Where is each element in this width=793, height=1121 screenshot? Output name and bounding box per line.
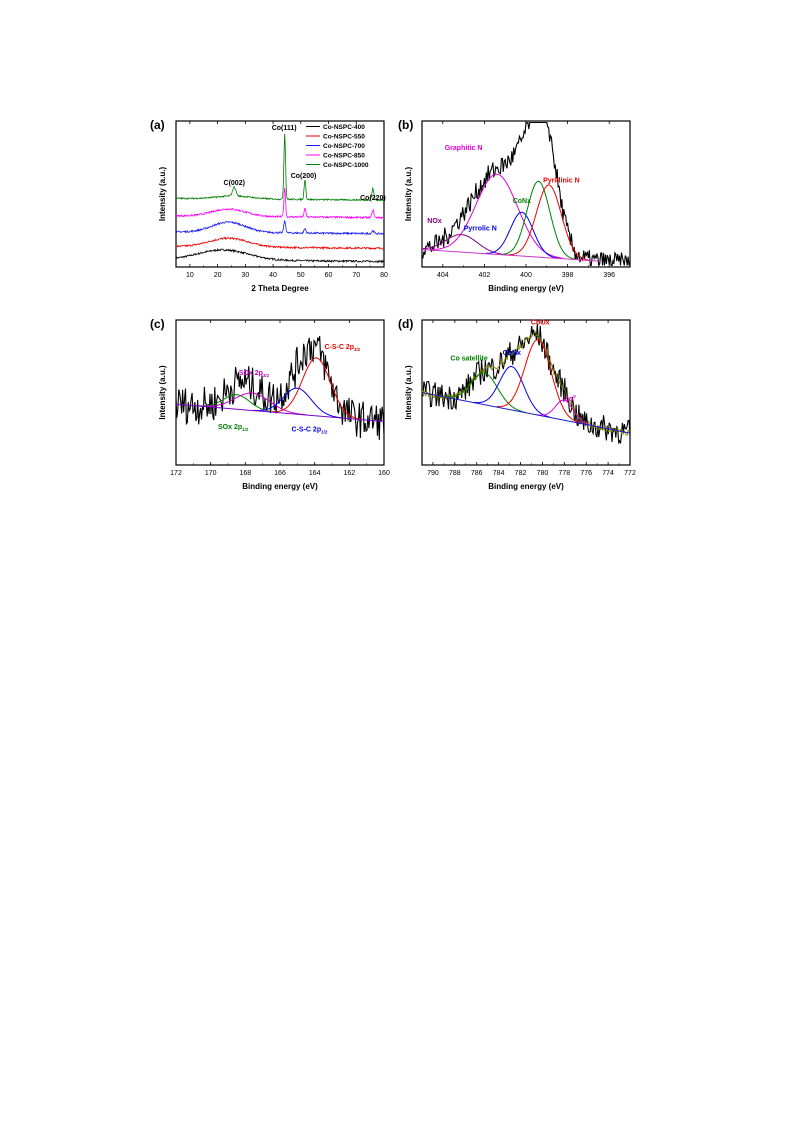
x-tick-label: 400 [520,272,532,279]
x-tick-label: 30 [241,272,249,279]
peak-annotation: NOx [427,218,442,225]
peak-annotation: Graphitic N [445,145,483,152]
x-tick-label: 774 [602,470,614,477]
background-line [421,392,631,434]
plot-frame [421,319,631,466]
peak-annotation: CoNx [503,350,521,357]
fit-peak-line [485,211,559,259]
x-tick-label: 784 [493,470,505,477]
legend-entry: Co-NSPC-850 [323,153,365,160]
x-tick-label: 788 [449,470,461,477]
series-line-co-nspc-1000 [175,133,385,202]
x-tick-label: 70 [352,272,360,279]
x-axis-title: Binding energy (eV) [242,482,318,491]
peak-annotation: Pyrrolic N [464,226,497,233]
peak-annotation: Co satellite [450,356,487,363]
peak-annotation: Co(200) [291,173,317,180]
peak-annotation: Co0 [564,394,576,403]
peak-annotation: C(002) [224,180,245,187]
x-axis-title: Binding energy (eV) [488,284,564,293]
background-line [175,403,385,422]
x-tick-label: 772 [624,470,636,477]
series-line-co-nspc-850 [175,187,385,220]
x-tick-label: 164 [309,470,321,477]
raw-spectrum-line [421,323,631,445]
fit-peak-line [430,173,563,259]
fit-peak-line [496,339,581,424]
x-tick-label: 790 [427,470,439,477]
x-axis-title: Binding energy (eV) [488,482,564,491]
x-tick-label: 162 [343,470,355,477]
x-tick-label: 404 [437,272,449,279]
chart-panel-4: (d) 790 788 786 784 782 780 778 776 774 772 Binding… [398,317,636,491]
x-tick-label: 10 [186,272,194,279]
fit-envelope-line [421,331,631,436]
fit-peak-line [502,180,575,260]
fit-peak-line [473,366,550,418]
panel-label: (c) [150,317,165,331]
peak-annotation: SOx 2p3/2 [239,370,270,378]
x-tick-label: 40 [269,272,277,279]
x-tick-label: 168 [239,470,251,477]
raw-spectrum-line [175,335,385,440]
peak-annotation: Co(111) [272,125,297,132]
series-line-co-nspc-700 [175,220,385,236]
panel-label: (d) [398,317,413,331]
x-axis-title: 2 Theta Degree [251,284,309,293]
peak-annotation: C-S-C 2p1/2 [292,427,328,435]
x-tick-label: 160 [378,470,390,477]
legend-entry: Co-NSPC-550 [323,134,365,141]
y-axis-title: Intensity (a.u.) [158,365,167,420]
fit-peak-line [508,184,589,261]
y-axis-title: Intensity (a.u.) [158,167,167,222]
plot-frame [175,120,385,268]
x-tick-label: 80 [380,272,388,279]
series-line-co-nspc-400 [175,247,385,264]
x-tick-label: 402 [479,272,491,279]
peak-annotation: SOx 2p1/2 [218,424,249,432]
peak-annotation: CoNx [513,198,531,205]
series-line-co-nspc-550 [175,236,385,251]
x-tick-label: 172 [170,470,182,477]
x-tick-label: 398 [562,272,574,279]
peak-annotation: C-S-C 2p3/2 [324,344,360,352]
chart-panel-2: (b) 404 402 400 398 396 Binding energy (eV) Int… [398,118,631,293]
x-tick-label: 170 [205,470,217,477]
fit-peak-line [272,357,361,420]
fit-peak-line [197,392,308,416]
x-tick-label: 786 [471,470,483,477]
panel-label: (a) [150,118,165,132]
peak-annotation: CoOx [531,319,550,326]
chart-panel-3: (c) 172 170 168 166 164 162 160 Binding energy (… [150,317,390,491]
peak-annotation: Pyridinic N [543,177,580,184]
x-tick-label: 778 [558,470,570,477]
x-tick-label: 166 [274,470,286,477]
legend-entry: Co-NSPC-400 [323,124,365,131]
chart-panel-1: (a) 10 20 30 40 50 60 70 80 2 Theta Degree Intensi… [150,118,388,293]
fit-peak-line [442,372,527,414]
fit-peak-line [253,387,342,419]
x-tick-label: 780 [537,470,549,477]
y-axis-title: Intensity (a.u.) [404,365,413,420]
legend-entry: Co-NSPC-700 [323,143,365,150]
x-tick-label: 50 [297,272,305,279]
legend-entry: Co-NSPC-1000 [323,162,369,169]
x-tick-label: 782 [515,470,527,477]
background-line [421,248,599,262]
x-tick-label: 396 [603,272,615,279]
fit-peak-line [536,399,593,427]
raw-spectrum-line [421,121,631,268]
y-axis-title: Intensity (a.u.) [404,167,413,222]
peak-annotation: Co(220) [360,195,386,202]
panel-label: (b) [398,118,413,132]
plot-frame [421,120,631,268]
x-tick-label: 776 [580,470,592,477]
fit-peak-line [421,233,511,256]
x-tick-label: 60 [325,272,333,279]
x-tick-label: 20 [214,272,222,279]
